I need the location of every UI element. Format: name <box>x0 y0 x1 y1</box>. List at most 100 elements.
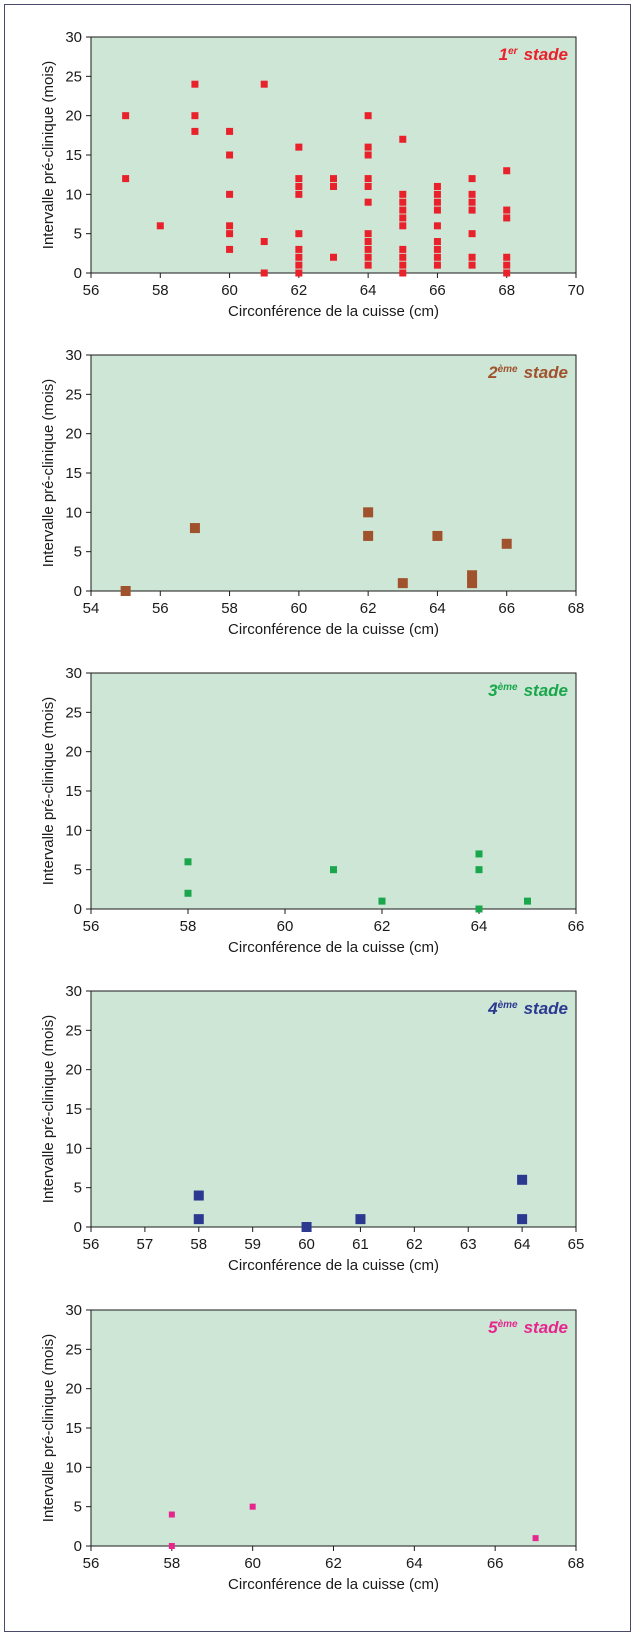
data-point <box>467 570 478 581</box>
x-tick-label: 56 <box>83 1555 100 1572</box>
x-tick-label: 62 <box>291 282 308 299</box>
data-point <box>191 112 199 120</box>
data-point <box>120 586 131 596</box>
data-point <box>191 127 199 135</box>
stage-word: stade <box>524 45 568 64</box>
x-tick-label: 60 <box>277 918 294 935</box>
data-point <box>399 198 407 206</box>
data-point <box>468 175 476 183</box>
data-point <box>301 1222 312 1232</box>
data-point <box>249 1503 256 1510</box>
y-tick-label: 5 <box>74 1180 82 1197</box>
x-tick-label: 68 <box>498 282 515 299</box>
data-point <box>189 523 200 534</box>
data-point <box>475 850 483 858</box>
y-tick-label: 20 <box>65 108 82 125</box>
data-point <box>191 80 199 88</box>
data-point <box>295 230 303 238</box>
stage-superscript: ème <box>498 364 518 375</box>
x-tick-label: 58 <box>180 918 197 935</box>
x-axis-label: Circonférence de la cuisse (cm) <box>228 939 439 956</box>
x-axis-label: Circonférence de la cuisse (cm) <box>228 1257 439 1274</box>
stage-word: stade <box>524 681 568 700</box>
data-point <box>532 1535 539 1542</box>
plot-area <box>90 1309 577 1547</box>
stage-superscript: ème <box>498 1000 518 1011</box>
x-tick-label: 60 <box>298 1236 315 1253</box>
y-tick-label: 20 <box>65 426 82 443</box>
x-axis-label: Circonférence de la cuisse (cm) <box>228 303 439 320</box>
x-tick-label: 65 <box>568 1236 585 1253</box>
data-point <box>364 230 372 238</box>
y-tick-label: 10 <box>65 504 82 521</box>
data-point <box>295 143 303 151</box>
y-tick-label: 5 <box>74 226 82 243</box>
figure-frame: 0 5 10 15 20 25 30 56 58 60 62 64 66 68 70 Circonférenc… <box>4 4 631 1632</box>
data-point <box>468 230 476 238</box>
data-point <box>122 175 130 183</box>
y-tick-label: 30 <box>65 983 82 1000</box>
data-point <box>503 261 511 269</box>
y-tick-label: 10 <box>65 822 82 839</box>
y-tick-label: 0 <box>74 1219 82 1236</box>
chart-stage-5: 0 5 10 15 20 25 30 56 58 60 62 64 66 68 Circonférence … <box>40 1302 584 1593</box>
data-point <box>295 245 303 253</box>
y-tick-label: 5 <box>74 1499 82 1516</box>
x-tick-label: 68 <box>568 1555 585 1572</box>
data-point <box>193 1214 204 1225</box>
y-tick-label: 15 <box>65 1420 82 1437</box>
data-point <box>433 182 441 190</box>
y-tick-label: 10 <box>65 186 82 203</box>
x-tick-label: 58 <box>163 1555 180 1572</box>
x-tick-label: 64 <box>360 282 377 299</box>
y-tick-label: 25 <box>65 68 82 85</box>
y-axis-label: Intervalle pré-clinique (mois) <box>40 1334 57 1522</box>
x-tick-label: 60 <box>291 600 308 617</box>
data-point <box>226 190 234 198</box>
x-tick-label: 66 <box>498 600 515 617</box>
y-tick-label: 5 <box>74 544 82 561</box>
data-point <box>364 198 372 206</box>
x-tick-label: 64 <box>429 600 446 617</box>
plot-area <box>90 36 577 274</box>
y-axis-label: Intervalle pré-clinique (mois) <box>40 697 57 885</box>
data-point <box>226 151 234 159</box>
x-tick-label: 64 <box>471 918 488 935</box>
stage-label: 5ème stade <box>488 1318 568 1337</box>
data-point <box>503 167 511 175</box>
x-tick-label: 62 <box>325 1555 342 1572</box>
x-tick-label: 62 <box>374 918 391 935</box>
y-tick-label: 15 <box>65 783 82 800</box>
x-tick-label: 68 <box>568 600 585 617</box>
y-tick-label: 0 <box>74 583 82 600</box>
data-point <box>168 1511 175 1518</box>
stage-word: stade <box>524 999 568 1018</box>
y-tick-label: 15 <box>65 1101 82 1118</box>
data-point <box>432 530 443 541</box>
data-point <box>364 112 372 120</box>
x-tick-label: 63 <box>460 1236 477 1253</box>
data-point <box>399 261 407 269</box>
data-point <box>468 206 476 214</box>
data-point <box>399 253 407 261</box>
stage-superscript: ème <box>498 1319 518 1330</box>
y-tick-label: 5 <box>74 862 82 879</box>
data-point <box>503 269 511 277</box>
data-point <box>399 245 407 253</box>
data-point <box>468 261 476 269</box>
stage-superscript: er <box>508 46 519 57</box>
plot-area <box>90 354 577 592</box>
x-tick-label: 64 <box>514 1236 531 1253</box>
x-tick-label: 59 <box>244 1236 261 1253</box>
data-point <box>364 143 372 151</box>
stage-label: 1er stade <box>499 45 568 64</box>
stage-number: 1 <box>499 45 508 64</box>
data-point <box>503 253 511 261</box>
x-tick-label: 58 <box>152 282 169 299</box>
x-tick-label: 56 <box>83 918 100 935</box>
stage-label: 3ème stade <box>488 681 568 700</box>
data-point <box>364 261 372 269</box>
data-point <box>399 135 407 143</box>
stage-label: 2ème stade <box>487 363 568 382</box>
